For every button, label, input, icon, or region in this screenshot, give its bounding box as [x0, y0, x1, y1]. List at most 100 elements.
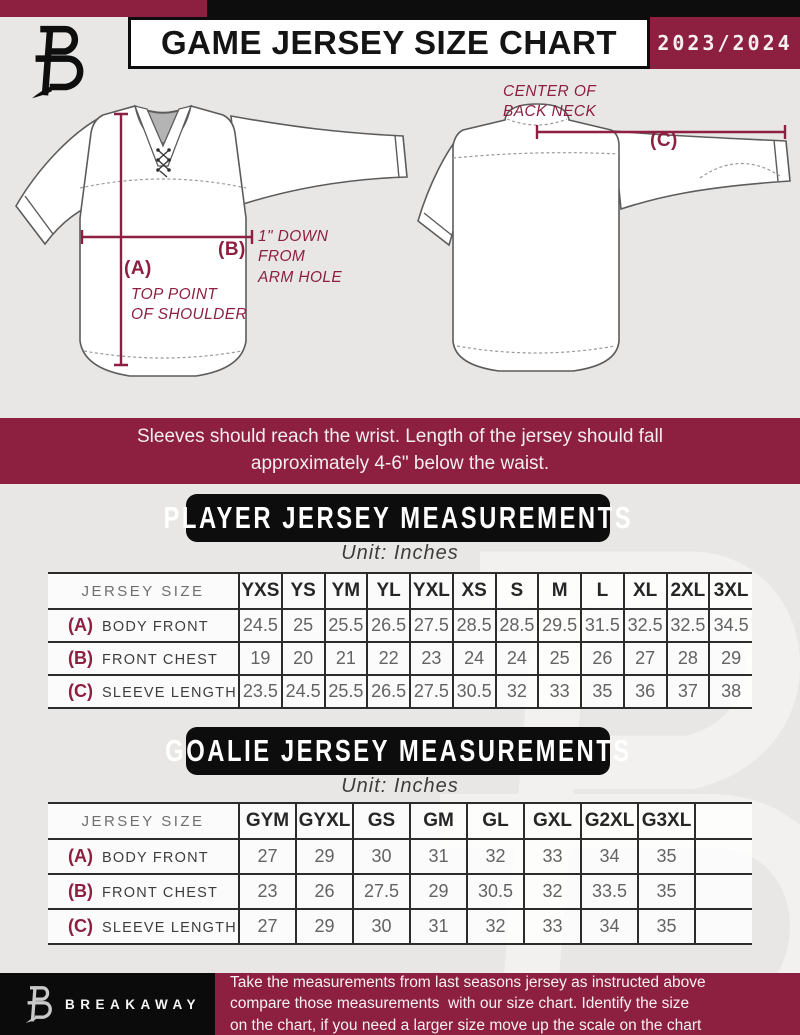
size-column-header: XL [622, 572, 668, 610]
measurement-value: 33 [537, 674, 582, 709]
top-strip-maroon [0, 0, 207, 17]
size-column-header: L [580, 572, 625, 610]
size-column-header: GM [409, 802, 468, 840]
measurement-value: 31 [409, 838, 468, 875]
size-column-header: GS [352, 802, 411, 840]
breakaway-b-monogram-icon [24, 984, 54, 1024]
measurement-value: 25 [280, 608, 326, 643]
front-jersey-drawing [15, 104, 408, 377]
measurement-value [694, 838, 752, 875]
row-label: (C) SLEEVE LENGTH [48, 908, 240, 945]
measurement-value: 32.5 [665, 608, 711, 643]
measurement-value: 24.5 [280, 674, 326, 709]
banner-label: PLAYER JERSEY MEASUREMENTS [163, 500, 633, 535]
row-label: (B) FRONT CHEST [48, 641, 240, 676]
measurement-value: 25.5 [323, 674, 369, 709]
measurement-value: 26 [295, 873, 354, 910]
footer-brand-name: BREAKAWAY [65, 996, 202, 1012]
table-row: (C) SLEEVE LENGTH 27 29 30 31 32 33 34 35 [48, 908, 752, 945]
footer-line: Take the measurements from last seasons … [230, 974, 706, 992]
size-column-header: YM [323, 572, 369, 610]
top-strip-black [207, 0, 800, 18]
measurement-value: 27 [622, 641, 668, 676]
measurement-value [694, 908, 752, 945]
note-line: FROM [258, 248, 306, 266]
measurement-value: 25 [537, 641, 582, 676]
row-label: (B) FRONT CHEST [48, 873, 240, 910]
size-column-header: GYXL [295, 802, 354, 840]
season-label: 2023/2024 [657, 31, 793, 55]
measurement-value: 35 [637, 908, 696, 945]
measurement-value: 26.5 [366, 608, 411, 643]
size-column-header: XS [451, 572, 497, 610]
measurement-value: 35 [580, 674, 625, 709]
goalie-unit-label: Unit: Inches [341, 775, 459, 797]
note-line: ARM HOLE [258, 268, 343, 286]
goalie-section-banner: GOALIE JERSEY MEASUREMENTS [165, 727, 629, 775]
measurement-value: 30 [352, 838, 411, 875]
size-column-header: YL [366, 572, 411, 610]
measurement-value: 32 [466, 838, 525, 875]
note-line: TOP POINT [131, 286, 218, 303]
measurement-value: 34 [580, 908, 639, 945]
size-column-header: GXL [523, 802, 582, 840]
breakaway-b-monogram-icon [27, 22, 89, 100]
table-row: (B) FRONT CHEST 19 20 21 22 23 24 24 25 26 27 28 29 [48, 641, 752, 676]
measurement-value: 22 [366, 641, 411, 676]
table-row: (C) SLEEVE LENGTH 23.5 24.5 25.5 26.5 27.5 30.5… [48, 674, 752, 709]
jersey-size-header: JERSEY SIZE [48, 802, 240, 840]
player-measurements-table: JERSEY SIZE YXS YS YM YL YXL XS S M L XL 2XL 3XL (A) B… [48, 572, 752, 709]
measurement-value: 29 [409, 873, 468, 910]
size-column-header: 2XL [665, 572, 711, 610]
footer-line: on the chart, if you need a larger size … [230, 1016, 702, 1034]
measurement-value: 32 [466, 908, 525, 945]
measurement-value: 27.5 [409, 608, 454, 643]
size-column-header: GL [466, 802, 525, 840]
measurement-value: 31 [409, 908, 468, 945]
measurement-value: 32 [523, 873, 582, 910]
note-line: CENTER OF [503, 83, 597, 100]
measurement-value: 28.5 [494, 608, 540, 643]
measurement-value: 29 [295, 908, 354, 945]
jersey-size-header: JERSEY SIZE [48, 572, 240, 610]
goalie-measurements-table: JERSEY SIZE GYM GYXL GS GM GL GXL G2XL G3XL (A) BO… [48, 802, 752, 945]
notice-line: Sleeves should reach the wrist. Length o… [137, 426, 663, 448]
measurement-value: 27 [238, 908, 297, 945]
measurement-value: 23.5 [238, 674, 283, 709]
measurement-value: 27 [238, 838, 297, 875]
measurement-value: 28.5 [451, 608, 497, 643]
row-label: (C) SLEEVE LENGTH [48, 674, 240, 709]
measurement-value: 25.5 [323, 608, 369, 643]
measurement-value: 33 [523, 908, 582, 945]
table-row: (B) FRONT CHEST 23 26 27.5 29 30.5 32 33.5 35 [48, 873, 752, 910]
measurement-value: 24 [494, 641, 540, 676]
measurement-value: 27.5 [352, 873, 411, 910]
notice-line: approximately 4-6" below the waist. [250, 453, 550, 474]
player-unit-label: Unit: Inches [341, 542, 459, 564]
back-jersey-drawing [417, 103, 791, 372]
measurement-value [694, 873, 752, 910]
measurement-value: 19 [238, 641, 283, 676]
measure-b-note: 1" DOWN FROM ARM HOLE [258, 227, 342, 288]
measurement-value: 29.5 [537, 608, 582, 643]
measurement-value: 35 [637, 873, 696, 910]
page-title: GAME JERSEY SIZE CHART [161, 24, 617, 61]
footer-line: compare those measurements with our size… [230, 995, 690, 1013]
title-band: GAME JERSEY SIZE CHART [128, 17, 650, 69]
table-row: (A) BODY FRONT 24.5 25 25.5 26.5 27.5 28.5 28.5 2… [48, 608, 752, 643]
measurement-value: 26 [580, 641, 625, 676]
measurement-value: 33 [523, 838, 582, 875]
measurement-value: 20 [280, 641, 326, 676]
footer-instructions: Take the measurements from last seasons … [215, 973, 800, 1035]
measure-a-label: (A) [124, 258, 152, 279]
row-label: (A) BODY FRONT [48, 838, 240, 875]
measurement-value: 29 [295, 838, 354, 875]
measurement-value: 32 [494, 674, 540, 709]
footer-brand-block: BREAKAWAY [0, 973, 215, 1035]
measurement-value: 31.5 [580, 608, 625, 643]
measurement-value: 23 [409, 641, 454, 676]
player-section-banner: PLAYER JERSEY MEASUREMENTS [163, 494, 630, 542]
measurement-value: 27.5 [409, 674, 454, 709]
measurement-value: 26.5 [366, 674, 411, 709]
measurement-value: 21 [323, 641, 369, 676]
